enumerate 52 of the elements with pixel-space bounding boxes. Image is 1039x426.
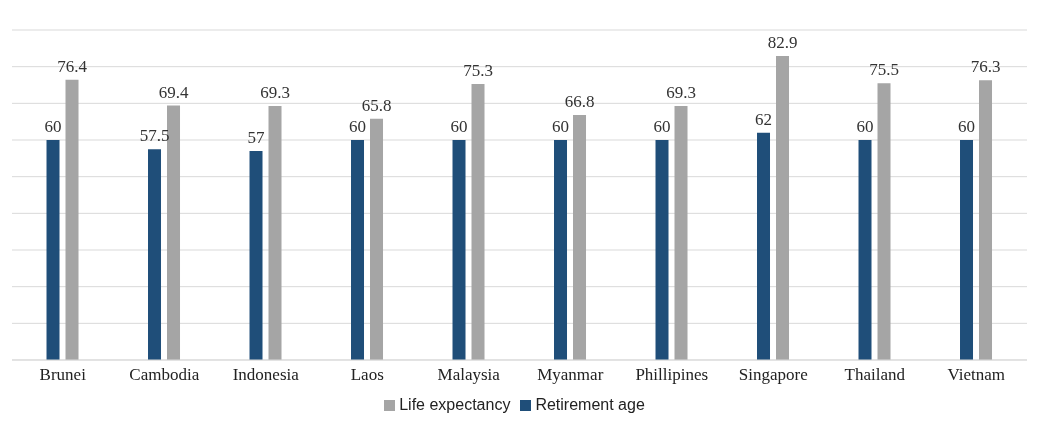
bar <box>979 80 993 360</box>
bar <box>757 132 771 360</box>
data-label: 82.9 <box>767 33 798 53</box>
bar <box>471 83 485 360</box>
bar <box>268 105 282 360</box>
data-label: 76.4 <box>57 56 88 76</box>
bar <box>148 149 162 360</box>
x-tick-label: Cambodia <box>129 365 200 385</box>
legend-label: Life expectancy <box>399 396 511 413</box>
bar <box>65 79 79 360</box>
bar <box>554 140 568 360</box>
bar <box>655 140 669 360</box>
x-tick-label: Singapore <box>738 365 808 385</box>
data-label: 60 <box>958 117 976 136</box>
data-label: 60 <box>856 117 874 136</box>
bar <box>452 140 466 360</box>
data-label: 65.8 <box>361 95 392 115</box>
data-label: 75.3 <box>463 60 493 80</box>
bar <box>960 140 974 360</box>
bar <box>370 118 384 360</box>
bar <box>46 140 60 360</box>
bar <box>351 140 365 360</box>
bar <box>167 105 181 360</box>
data-label: 69.4 <box>158 82 189 102</box>
bar <box>249 151 263 360</box>
data-label: 75.5 <box>869 60 899 80</box>
bar <box>573 115 587 360</box>
data-label: 60 <box>450 117 468 136</box>
data-label: 60 <box>552 117 570 136</box>
x-tick-label: Thailand <box>844 365 906 385</box>
x-tick-label: Myanmar <box>537 365 604 385</box>
data-label: 60 <box>349 117 367 136</box>
data-label: 66.8 <box>564 92 595 112</box>
x-tick-label: Brunei <box>39 365 87 385</box>
data-label: 69.3 <box>666 82 696 102</box>
legend-label: Retirement age <box>535 396 645 413</box>
bar <box>674 105 688 360</box>
data-label: 57.5 <box>139 126 170 146</box>
bar <box>877 83 891 360</box>
x-tick-label: Phillipines <box>635 365 709 385</box>
bar <box>776 56 790 360</box>
data-label: 60 <box>44 117 62 136</box>
data-label: 69.3 <box>260 82 290 102</box>
data-label: 60 <box>653 117 671 136</box>
data-label: 76.3 <box>970 57 1001 77</box>
bar <box>858 140 872 360</box>
x-tick-label: Malaysia <box>437 365 501 385</box>
x-tick-label: Laos <box>350 365 384 385</box>
x-tick-label: Indonesia <box>232 365 300 385</box>
data-label: 57 <box>247 128 266 147</box>
data-label: 62 <box>755 109 773 129</box>
x-tick-label: Vietnam <box>947 365 1006 385</box>
